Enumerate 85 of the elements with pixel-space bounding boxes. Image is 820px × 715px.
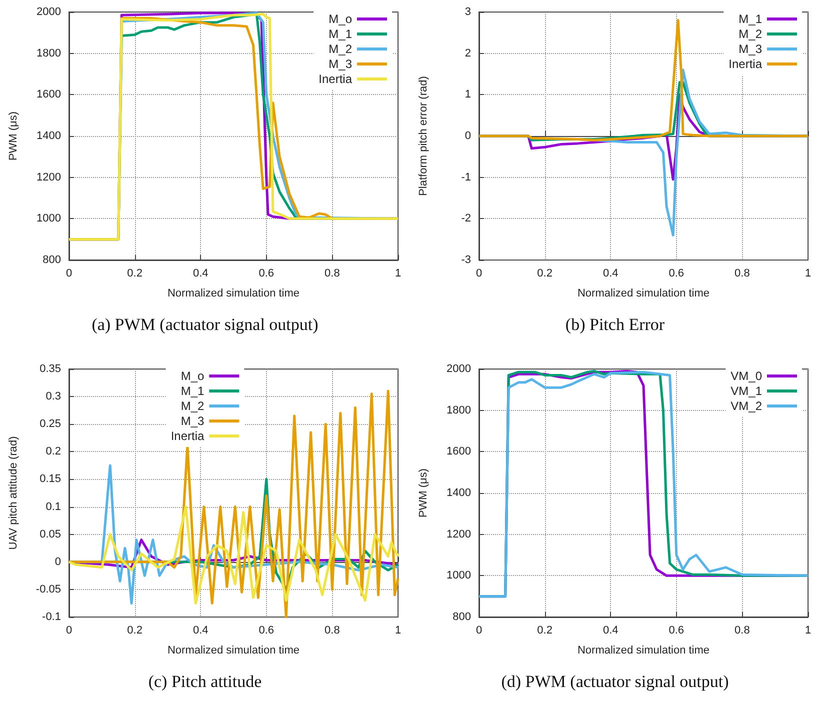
x-tick-label: 0.8 bbox=[324, 268, 340, 280]
y-tick-label: 1800 bbox=[36, 47, 61, 60]
x-tick-label: 0.2 bbox=[537, 624, 552, 636]
y-tick-label: -1 bbox=[461, 171, 471, 184]
legend-label: M_1 bbox=[328, 27, 352, 41]
x-tick-label: 1 bbox=[394, 624, 402, 636]
legend-label: Inertia bbox=[170, 429, 204, 443]
y-tick-label: 0.35 bbox=[40, 363, 61, 375]
y-tick-label: 0.25 bbox=[40, 418, 61, 430]
legend-label: VM_0 bbox=[730, 369, 762, 383]
legend-label: M_2 bbox=[180, 399, 204, 413]
legend-label: M_1 bbox=[738, 12, 762, 26]
x-tick-label: 0.6 bbox=[668, 624, 684, 636]
text: (a) PWM (actuator signal output) bbox=[90, 315, 320, 335]
legend-label: M_2 bbox=[328, 42, 352, 56]
legend-label: M_2 bbox=[738, 27, 762, 41]
y-tick-label: 1600 bbox=[446, 446, 471, 458]
text: (b) Pitch Error bbox=[564, 315, 666, 335]
x-tick-label: 0.2 bbox=[127, 268, 142, 280]
x-tick-label: 0.8 bbox=[734, 268, 750, 280]
legend-label: M_3 bbox=[328, 57, 352, 71]
x-tick-label: 0.4 bbox=[602, 268, 618, 280]
y-tick-label: 2000 bbox=[36, 6, 61, 18]
y-tick-label: 1200 bbox=[36, 171, 61, 184]
y-axis-title: PWM (μs) bbox=[8, 111, 20, 161]
x-tick-label: 0.8 bbox=[324, 624, 340, 636]
y-axis-title: UAV pitch attitude (rad) bbox=[8, 436, 20, 550]
legend-label: Inertia bbox=[318, 72, 352, 86]
legend-label: M_o bbox=[328, 12, 352, 26]
y-tick-label: 1800 bbox=[446, 404, 471, 416]
x-axis-title: Normalized simulation time bbox=[577, 644, 710, 656]
y-tick-label: 800 bbox=[42, 254, 61, 266]
legend-label: M_o bbox=[180, 369, 204, 383]
x-tick-label: 0.4 bbox=[192, 268, 208, 280]
y-tick-label: 2000 bbox=[446, 363, 471, 375]
legend-label: VM_1 bbox=[730, 384, 762, 398]
y-tick-label: 1400 bbox=[36, 130, 61, 142]
y-tick-label: 0.3 bbox=[46, 390, 61, 403]
y-tick-label: -0.1 bbox=[42, 611, 61, 623]
y-tick-label: 0 bbox=[54, 556, 61, 568]
y-tick-label: 3 bbox=[464, 6, 471, 18]
y-tick-label: 1400 bbox=[446, 487, 471, 499]
x-tick-label: 1 bbox=[394, 268, 402, 280]
y-tick-label: 1 bbox=[464, 88, 471, 101]
x-tick-label: 0 bbox=[66, 268, 72, 280]
x-tick-label: 0.2 bbox=[127, 624, 142, 636]
legend-label: M_3 bbox=[180, 414, 204, 428]
y-tick-label: -3 bbox=[461, 254, 471, 266]
y-tick-label: -2 bbox=[461, 212, 471, 225]
x-tick-label: 0.8 bbox=[734, 624, 750, 636]
text: (c) Pitch attitude bbox=[147, 672, 263, 692]
y-tick-label: 1000 bbox=[446, 570, 471, 582]
legend-label: Inertia bbox=[728, 57, 762, 71]
y-tick-label: 1200 bbox=[446, 528, 471, 540]
y-tick-label: 0.2 bbox=[46, 446, 61, 458]
x-tick-label: 0 bbox=[66, 624, 72, 636]
x-tick-label: 0.4 bbox=[192, 624, 208, 636]
x-tick-label: 1 bbox=[804, 268, 812, 280]
y-tick-label: 0.05 bbox=[40, 528, 61, 540]
y-tick-label: 800 bbox=[452, 611, 471, 623]
x-tick-label: 0.6 bbox=[258, 624, 274, 636]
y-tick-label: 0 bbox=[464, 130, 471, 142]
legend-label: M_3 bbox=[738, 42, 762, 56]
text: (d) PWM (actuator signal output) bbox=[500, 672, 730, 692]
y-tick-label: 0.1 bbox=[46, 500, 61, 513]
x-tick-label: 0.6 bbox=[258, 268, 274, 280]
y-axis-title: PWM (μs) bbox=[418, 468, 430, 518]
legend-label: M_1 bbox=[180, 384, 204, 398]
x-tick-label: 0.6 bbox=[668, 268, 684, 280]
y-tick-label: 1000 bbox=[36, 212, 61, 225]
x-axis-title: Normalized simulation time bbox=[577, 288, 710, 300]
x-tick-label: 0 bbox=[476, 624, 482, 636]
y-tick-label: 2 bbox=[464, 47, 471, 60]
x-axis-title: Normalized simulation time bbox=[167, 644, 300, 656]
x-tick-label: 0.4 bbox=[602, 624, 618, 636]
x-tick-label: 1 bbox=[804, 624, 812, 636]
x-axis-title: Normalized simulation time bbox=[167, 288, 300, 300]
y-tick-label: 0.15 bbox=[40, 473, 61, 486]
y-tick-label: -0.05 bbox=[36, 583, 61, 596]
legend-label: VM_2 bbox=[730, 399, 762, 413]
line-series bbox=[68, 506, 400, 604]
x-tick-label: 0 bbox=[476, 268, 482, 280]
x-tick-label: 0.2 bbox=[537, 268, 552, 280]
y-axis-title: Platform pitch error (rad) bbox=[418, 76, 430, 196]
y-tick-label: 1600 bbox=[36, 88, 61, 101]
